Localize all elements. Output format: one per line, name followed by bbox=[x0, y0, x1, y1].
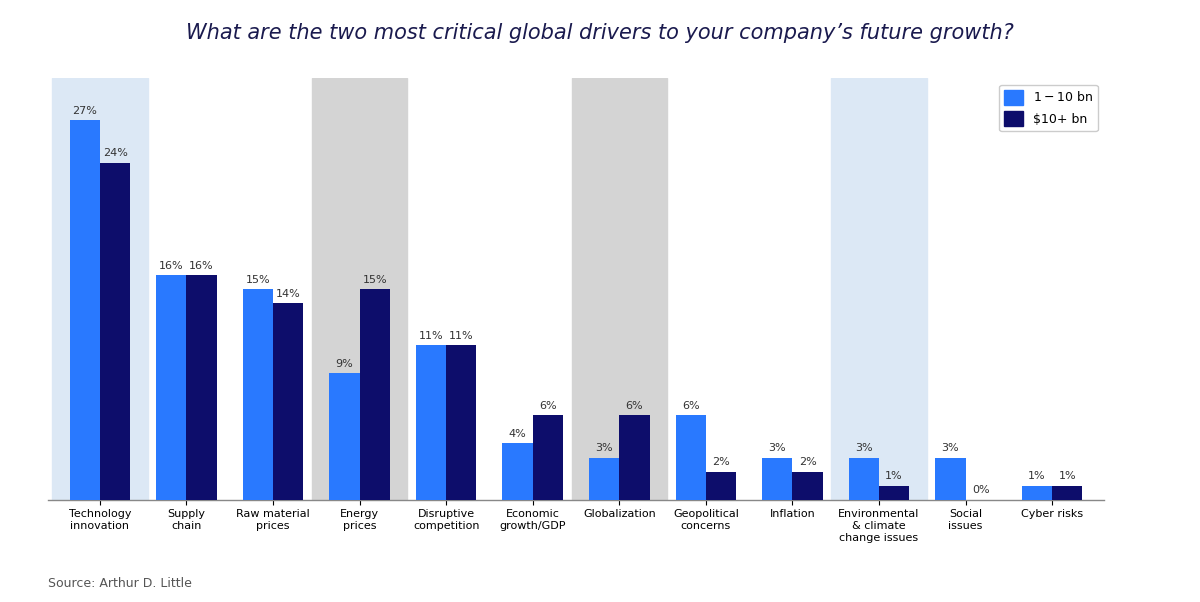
Bar bbox=[1021, 486, 1052, 500]
Bar bbox=[935, 458, 966, 500]
Bar bbox=[53, 78, 148, 500]
Text: 3%: 3% bbox=[942, 443, 959, 453]
Text: 1%: 1% bbox=[1028, 471, 1045, 482]
Bar bbox=[274, 303, 304, 500]
Text: 15%: 15% bbox=[246, 275, 270, 285]
Bar bbox=[571, 78, 667, 500]
Text: 15%: 15% bbox=[362, 275, 388, 285]
Text: 6%: 6% bbox=[625, 401, 643, 411]
Bar bbox=[312, 78, 407, 500]
Text: 2%: 2% bbox=[799, 458, 816, 467]
Legend: $1-$10 bn, $10+ bn: $1-$10 bn, $10+ bn bbox=[1000, 84, 1098, 131]
Bar bbox=[186, 275, 217, 500]
Bar bbox=[360, 289, 390, 500]
Bar bbox=[792, 471, 823, 500]
Text: 4%: 4% bbox=[509, 429, 527, 439]
Text: 1%: 1% bbox=[1058, 471, 1076, 482]
Text: 9%: 9% bbox=[336, 359, 353, 369]
Text: 3%: 3% bbox=[854, 443, 872, 453]
Bar bbox=[589, 458, 619, 500]
Bar bbox=[762, 458, 792, 500]
Bar bbox=[533, 415, 563, 500]
Bar bbox=[619, 415, 649, 500]
Text: 11%: 11% bbox=[419, 331, 443, 341]
Text: 6%: 6% bbox=[682, 401, 700, 411]
Bar bbox=[416, 345, 446, 500]
Bar bbox=[446, 345, 476, 500]
Bar bbox=[1052, 486, 1082, 500]
Bar bbox=[242, 289, 274, 500]
Text: Source: Arthur D. Little: Source: Arthur D. Little bbox=[48, 577, 192, 590]
Bar bbox=[878, 486, 910, 500]
Bar bbox=[848, 458, 878, 500]
Bar bbox=[503, 444, 533, 500]
Text: 1%: 1% bbox=[886, 471, 902, 482]
Bar bbox=[706, 471, 736, 500]
Text: 2%: 2% bbox=[712, 458, 730, 467]
Text: 27%: 27% bbox=[72, 106, 97, 116]
Bar bbox=[156, 275, 186, 500]
Text: 16%: 16% bbox=[160, 261, 184, 271]
Text: 6%: 6% bbox=[539, 401, 557, 411]
Text: What are the two most critical global drivers to your company’s future growth?: What are the two most critical global dr… bbox=[186, 23, 1014, 43]
Text: 3%: 3% bbox=[595, 443, 613, 453]
Text: 0%: 0% bbox=[972, 485, 990, 495]
Text: 11%: 11% bbox=[449, 331, 474, 341]
Bar bbox=[329, 373, 360, 500]
Bar bbox=[70, 120, 100, 500]
Bar bbox=[832, 78, 926, 500]
Bar bbox=[100, 163, 131, 500]
Text: 16%: 16% bbox=[190, 261, 214, 271]
Text: 24%: 24% bbox=[103, 148, 127, 158]
Text: 3%: 3% bbox=[768, 443, 786, 453]
Bar bbox=[676, 415, 706, 500]
Text: 14%: 14% bbox=[276, 289, 300, 299]
